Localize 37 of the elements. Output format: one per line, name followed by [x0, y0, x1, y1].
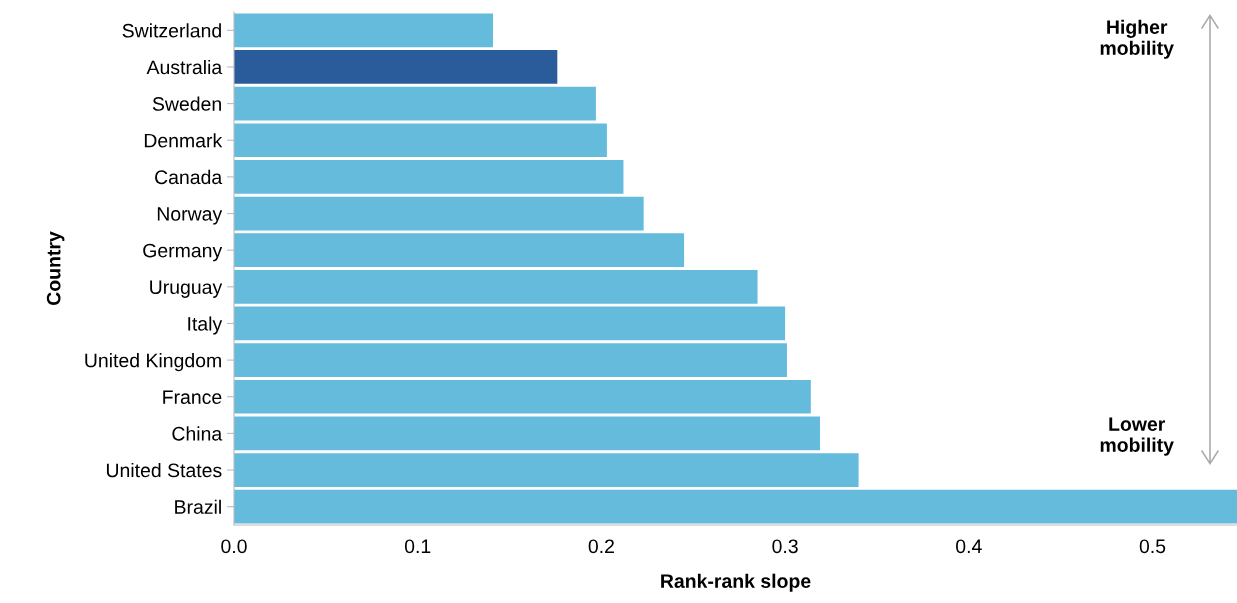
x-tick-label: 0.3: [772, 539, 798, 554]
x-tick-label: 0.1: [404, 539, 431, 554]
x-tick-label: 0.2: [588, 539, 614, 554]
bar: [234, 233, 685, 268]
bar: [234, 343, 787, 377]
annotation: Higher mobility: [1100, 19, 1174, 59]
annotation: Lower mobility: [1100, 417, 1174, 456]
bar: [234, 86, 596, 121]
x-tick-label: 0.4: [956, 539, 982, 554]
y-axis-title: Country: [46, 231, 65, 305]
bar: [234, 453, 859, 487]
y-tick-label: Uruguay: [150, 280, 223, 298]
x-tick-label: 0.0: [221, 539, 247, 554]
y-tick-label: Australia: [146, 59, 223, 75]
bar: [234, 269, 758, 304]
bar: [234, 123, 607, 158]
y-tick-label: Brazil: [175, 499, 221, 514]
y-tick-label: France: [163, 390, 222, 404]
x-axis-title: Rank-rank slope: [661, 573, 811, 592]
bar: [234, 13, 494, 48]
bar: [234, 416, 820, 451]
y-tick-label: Germany: [143, 243, 223, 262]
y-tick-label: China: [172, 426, 223, 441]
y-tick-label: Sweden: [152, 96, 221, 111]
y-tick-label: Italy: [188, 316, 223, 335]
y-tick-label: Norway: [157, 207, 223, 225]
bar: [234, 196, 644, 231]
x-tick-label: 0.5: [1139, 539, 1166, 554]
bar: [234, 50, 558, 84]
y-tick-label: United States: [106, 462, 222, 478]
y-tick-label: Denmark: [144, 133, 223, 148]
bar: [234, 160, 624, 194]
y-tick-label: Switzerland: [122, 23, 221, 38]
bar: [234, 306, 786, 341]
y-tick-label: United Kingdom: [85, 353, 221, 372]
y-tick-label: Canada: [155, 169, 223, 185]
bar: [234, 379, 811, 414]
